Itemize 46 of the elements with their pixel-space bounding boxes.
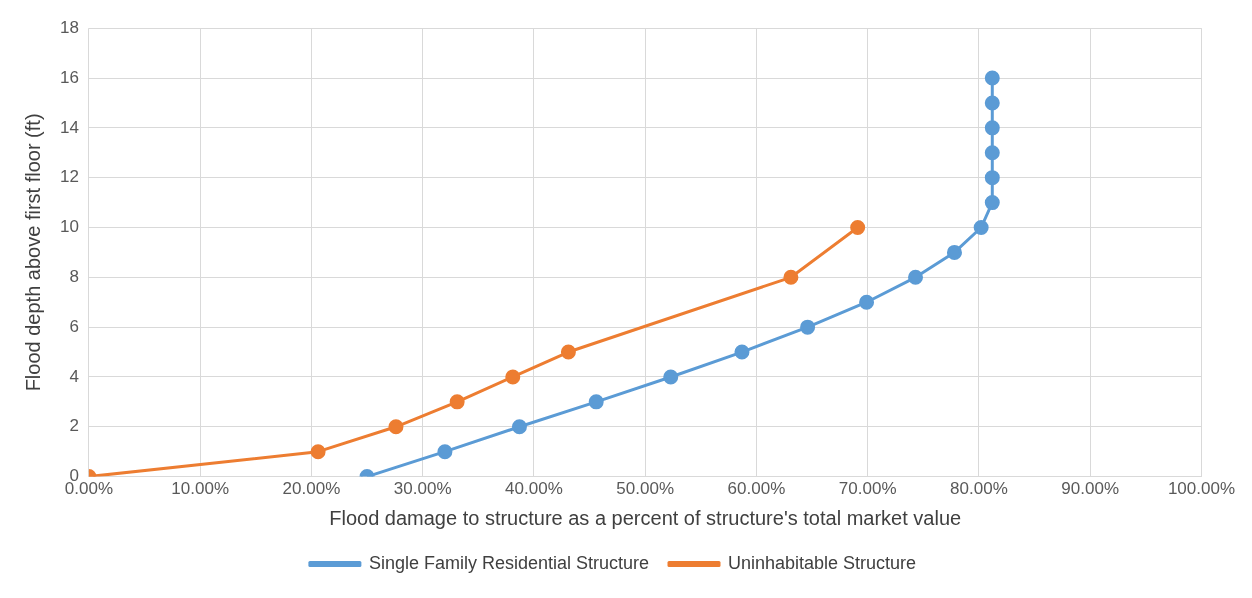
y-tick-label: 18: [59, 17, 79, 37]
y-tick-label: 6: [69, 316, 79, 336]
x-tick-label: 30.00%: [393, 479, 452, 499]
x-tick-label: 50.00%: [616, 479, 675, 499]
x-tick-label: 100.00%: [1167, 479, 1236, 499]
point: [984, 170, 1000, 186]
point: [800, 319, 816, 335]
legend-label: Uninhabitable Structure: [728, 552, 917, 573]
point: [984, 120, 1000, 136]
point: [437, 444, 453, 460]
x-axis-title: Flood damage to structure as a percent of structure's total market value: [329, 506, 962, 529]
y-tick-label: 4: [69, 366, 79, 386]
point: [783, 269, 799, 285]
point: [984, 95, 1000, 111]
point: [505, 369, 521, 385]
x-tick-label: 80.00%: [950, 479, 1008, 499]
y-tick-label: 14: [59, 117, 79, 137]
x-tick-label: 20.00%: [282, 479, 341, 499]
x-tick-label: 40.00%: [505, 479, 563, 499]
point: [663, 369, 679, 385]
x-tick-label: 10.00%: [171, 479, 229, 499]
point: [973, 219, 989, 235]
y-tick-label: 16: [59, 67, 79, 87]
point: [984, 195, 1000, 211]
point: [859, 294, 875, 310]
point: [310, 444, 326, 460]
y-tick-label: 12: [59, 167, 79, 187]
y-tick-label: 8: [69, 267, 79, 286]
y-axis-title: Flood depth above first floor (ft): [21, 113, 44, 392]
point: [449, 394, 465, 410]
point: [388, 419, 404, 435]
point: [984, 70, 1000, 86]
x-tick-label: 90.00%: [1061, 479, 1120, 499]
point: [560, 344, 576, 360]
point: [734, 344, 750, 360]
y-tick-label: 2: [69, 416, 79, 436]
point: [588, 394, 604, 410]
point: [908, 269, 924, 285]
x-tick-label: 60.00%: [727, 479, 786, 499]
point: [984, 145, 1000, 161]
point: [511, 419, 527, 435]
legend-label: Single Family Residential Structure: [368, 552, 650, 573]
x-tick-label: 70.00%: [838, 479, 897, 499]
y-tick-label: 10: [59, 217, 79, 237]
point: [946, 244, 962, 260]
point: [850, 219, 866, 235]
